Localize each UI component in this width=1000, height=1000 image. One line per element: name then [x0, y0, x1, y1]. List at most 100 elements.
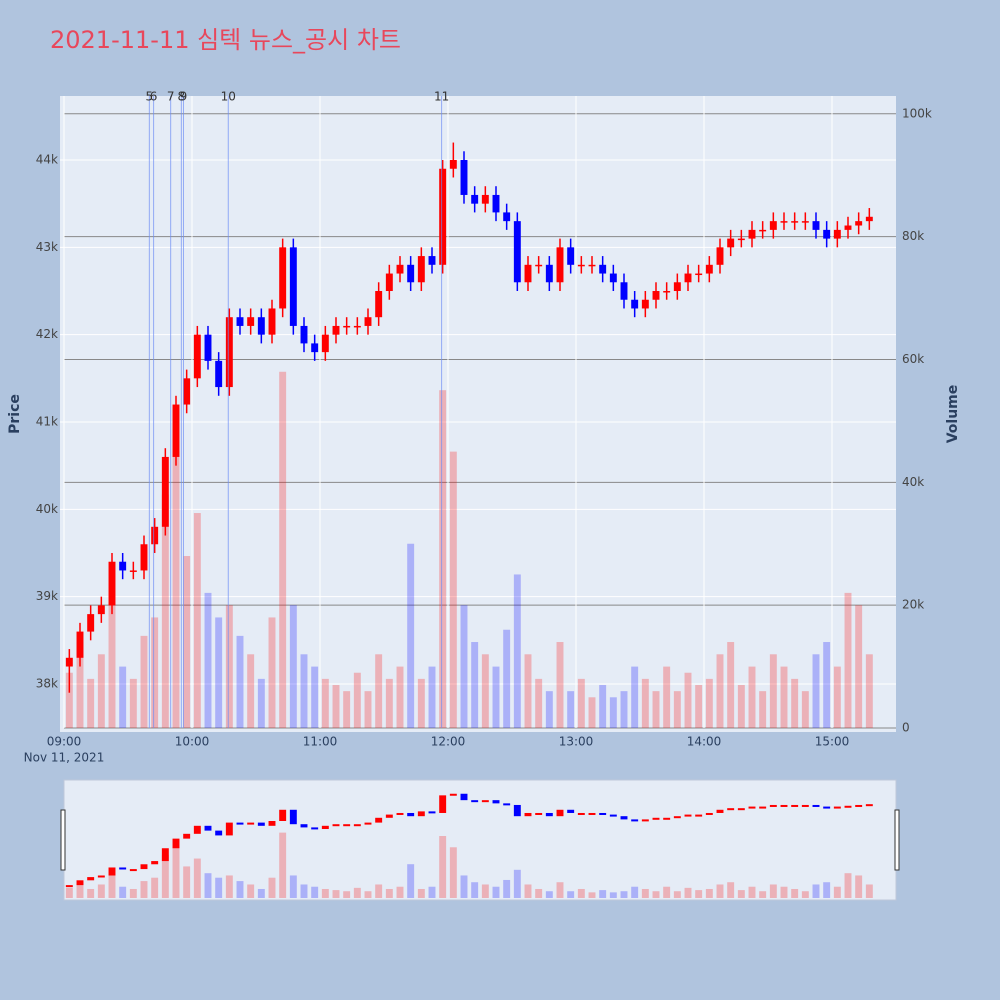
- slider-volume-bar: [855, 875, 863, 898]
- candle-body: [748, 229, 756, 239]
- volume-bar: [471, 642, 479, 728]
- slider-volume-bar: [247, 884, 255, 898]
- range-handle[interactable]: [894, 809, 900, 871]
- slider-volume-bar: [172, 847, 180, 898]
- slider-volume-bar: [727, 882, 735, 898]
- volume-bar: [801, 691, 809, 728]
- candle-body: [172, 404, 180, 457]
- range-handle[interactable]: [60, 809, 66, 871]
- volume-bar: [76, 642, 84, 728]
- x-tick-label: 12:00: [431, 735, 466, 749]
- slider-volume-bar: [716, 884, 724, 898]
- volume-bar: [545, 691, 553, 728]
- slider-candle: [257, 822, 265, 826]
- y-tick-label: 39k: [36, 589, 58, 603]
- slider-volume-bar: [567, 891, 575, 898]
- volume-bar: [385, 678, 393, 728]
- slider-candle: [279, 809, 287, 821]
- candle-body: [844, 225, 852, 230]
- slider-candle: [183, 833, 191, 839]
- news-label: 10: [221, 90, 236, 104]
- volume-bar: [759, 691, 767, 728]
- volume-bar: [716, 654, 724, 728]
- slider-volume-bar: [652, 891, 660, 898]
- slider-candle: [855, 804, 863, 807]
- volume-bar: [65, 672, 73, 728]
- slider-candle: [353, 824, 361, 827]
- volume-bar: [652, 691, 660, 728]
- candle-body: [353, 325, 361, 328]
- volume-bar: [151, 617, 159, 728]
- candle-body: [257, 317, 265, 335]
- volume-bar: [865, 654, 873, 728]
- candle-body: [321, 334, 329, 353]
- x-axis-sublabel: Nov 11, 2021: [24, 751, 105, 765]
- volume-bar: [417, 678, 425, 728]
- slider-candle: [577, 812, 585, 815]
- candle-body: [716, 247, 724, 265]
- slider-volume-bar: [289, 875, 297, 898]
- slider-candle: [695, 814, 703, 817]
- candle-body: [609, 273, 617, 283]
- candle-body: [599, 264, 607, 274]
- volume-bar: [577, 678, 585, 728]
- volume-bar: [87, 678, 95, 728]
- candle-body: [812, 221, 820, 230]
- x-tick-label: 14:00: [687, 735, 722, 749]
- slider-volume-bar: [343, 891, 351, 898]
- range-slider[interactable]: [63, 779, 897, 901]
- candle-body: [129, 570, 137, 572]
- volume-bar: [268, 617, 276, 728]
- candle-body: [588, 264, 596, 267]
- slider-candle: [769, 804, 777, 807]
- x-tick-label: 13:00: [559, 735, 594, 749]
- slider-volume-bar: [87, 888, 95, 898]
- slider-volume-bar: [161, 855, 169, 898]
- volume-bar: [449, 451, 457, 728]
- candle-body: [97, 605, 105, 615]
- y-tick-label: 41k: [36, 414, 58, 428]
- slider-candle: [215, 830, 223, 836]
- volume-bar: [705, 678, 713, 728]
- candle-body: [108, 561, 116, 606]
- slider-candle: [535, 812, 543, 815]
- candle-body: [215, 360, 223, 388]
- slider-candle: [247, 822, 255, 825]
- slider-volume-bar: [119, 886, 127, 898]
- volume-bar: [439, 390, 447, 728]
- slider-candle: [545, 812, 553, 817]
- candle-body: [65, 657, 73, 667]
- slider-candle: [439, 795, 447, 813]
- slider-candle: [343, 824, 351, 827]
- candle-body: [193, 334, 201, 379]
- slider-candle: [492, 800, 500, 804]
- slider-volume-bar: [321, 888, 329, 898]
- volume-bar: [492, 666, 500, 728]
- volume-bar: [332, 685, 340, 728]
- slider-candle: [76, 880, 84, 886]
- slider-volume-bar: [695, 890, 703, 898]
- slider-volume-bar: [151, 877, 159, 898]
- slider-volume-bar: [428, 886, 436, 898]
- volume-bar: [396, 666, 404, 728]
- candle-body: [140, 544, 148, 571]
- candle-body: [833, 229, 841, 239]
- volume-bar: [225, 605, 233, 728]
- slider-volume-bar: [801, 891, 809, 898]
- slider-candle: [567, 809, 575, 813]
- candle-body: [780, 221, 788, 223]
- slider-volume-bar: [353, 887, 361, 898]
- y2-tick-label: 100k: [902, 106, 932, 120]
- candle-body: [801, 221, 809, 223]
- slider-volume-bar: [535, 888, 543, 898]
- slider-volume-bar: [311, 886, 319, 898]
- slider-candle: [108, 867, 116, 876]
- volume-bar: [833, 666, 841, 728]
- volume-bar: [247, 654, 255, 728]
- volume-bar: [855, 605, 863, 728]
- volume-bar: [727, 642, 735, 728]
- volume-bar: [481, 654, 489, 728]
- volume-bar: [556, 642, 564, 728]
- candle-body: [385, 273, 393, 292]
- slider-candle: [65, 885, 73, 888]
